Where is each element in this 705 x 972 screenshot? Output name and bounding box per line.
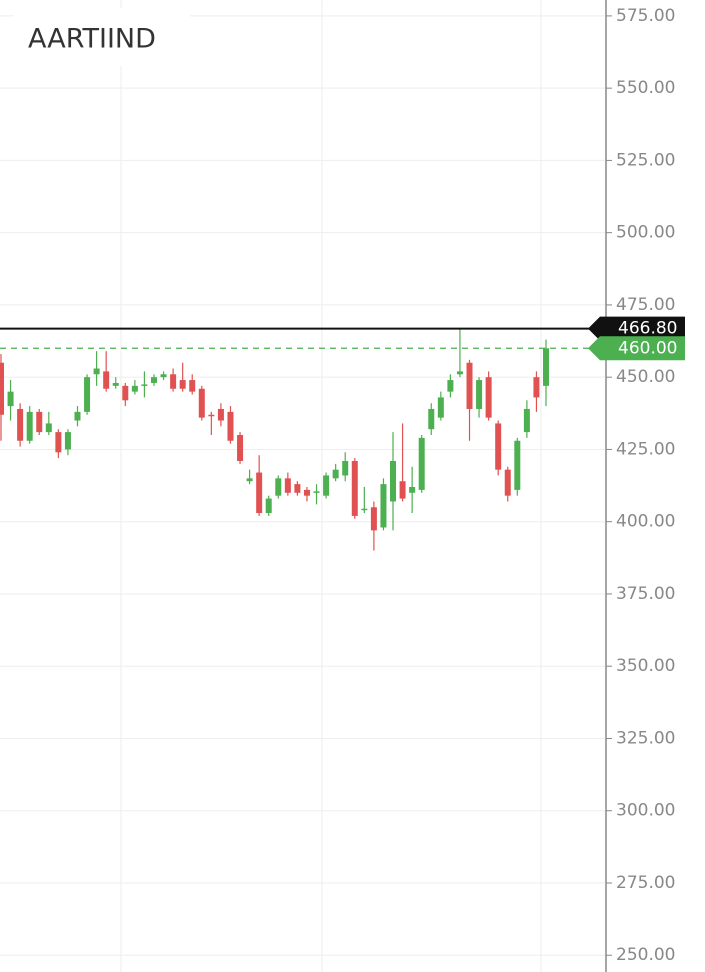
candle-body bbox=[476, 380, 483, 409]
candle-body bbox=[294, 484, 301, 493]
candle-body bbox=[361, 508, 368, 511]
candle-body bbox=[275, 478, 282, 496]
price-tag-label: 460.00 bbox=[618, 338, 677, 358]
candle-body bbox=[84, 377, 91, 412]
y-tick-label: 275.00 bbox=[616, 873, 675, 893]
candle-body bbox=[112, 382, 119, 386]
candle-body bbox=[504, 469, 511, 496]
candle-body bbox=[543, 348, 549, 386]
candle-body bbox=[447, 380, 454, 392]
price-tag bbox=[588, 336, 685, 361]
candle-body bbox=[265, 498, 272, 514]
candle-body bbox=[45, 423, 52, 433]
y-tick-label: 450.00 bbox=[616, 367, 675, 387]
candle-body bbox=[227, 411, 234, 441]
candle-body bbox=[208, 414, 215, 417]
candle-body bbox=[122, 385, 129, 401]
candle-body bbox=[150, 377, 157, 383]
candle-body bbox=[141, 384, 148, 386]
y-tick-label: 325.00 bbox=[616, 728, 675, 748]
candle-body bbox=[170, 374, 177, 389]
candle-body bbox=[523, 408, 530, 433]
candle-body bbox=[198, 388, 205, 418]
candle-body bbox=[217, 408, 224, 421]
candle-body bbox=[179, 380, 186, 389]
candle-body bbox=[131, 385, 138, 392]
candle-body bbox=[495, 423, 502, 470]
candle-body bbox=[313, 491, 320, 493]
candle-body bbox=[533, 377, 540, 398]
candle-body bbox=[437, 397, 444, 418]
y-tick-label: 575.00 bbox=[616, 6, 675, 26]
candle-body bbox=[390, 460, 397, 502]
candle-body bbox=[284, 478, 291, 493]
y-tick-label: 300.00 bbox=[616, 801, 675, 821]
candle-body bbox=[514, 440, 521, 490]
candle-body bbox=[485, 377, 492, 418]
candle-body bbox=[103, 371, 110, 389]
candle-body bbox=[303, 489, 310, 496]
y-tick-label: 475.00 bbox=[616, 295, 675, 315]
candle-body bbox=[332, 469, 339, 479]
y-tick-label: 375.00 bbox=[616, 584, 675, 604]
candle-body bbox=[380, 484, 387, 528]
candle-body bbox=[17, 408, 24, 441]
candle-body bbox=[456, 371, 463, 375]
candle-body bbox=[256, 472, 263, 514]
y-tick-label: 525.00 bbox=[616, 150, 675, 170]
candle-body bbox=[64, 432, 71, 450]
candle-body bbox=[409, 487, 416, 493]
grid bbox=[0, 0, 605, 972]
price-tag-label: 466.80 bbox=[618, 319, 677, 339]
y-tick-label: 350.00 bbox=[616, 656, 675, 676]
y-axis: 250.00 275.00 300.00 325.00 350.00 375.00 400.… bbox=[606, 6, 675, 965]
candle-body bbox=[466, 362, 473, 409]
candle-body bbox=[189, 380, 196, 392]
candle-body bbox=[323, 475, 330, 496]
candle-body bbox=[74, 411, 81, 421]
price-tag bbox=[588, 316, 685, 341]
chart-title: AARTIIND bbox=[28, 24, 156, 55]
candle-body bbox=[7, 391, 14, 407]
candle-body bbox=[418, 437, 425, 490]
candle-body bbox=[246, 478, 253, 482]
candle-body bbox=[428, 408, 435, 430]
y-tick-label: 500.00 bbox=[616, 223, 675, 243]
candle-body bbox=[36, 411, 43, 433]
candle-body bbox=[370, 507, 377, 531]
y-tick-label: 400.00 bbox=[616, 512, 675, 532]
candle-body bbox=[399, 481, 406, 499]
candle-body bbox=[237, 434, 244, 461]
y-tick-label: 250.00 bbox=[616, 945, 675, 965]
price-lines bbox=[0, 327, 605, 349]
y-tick-label: 425.00 bbox=[616, 439, 675, 459]
candle-body bbox=[55, 432, 62, 453]
candle-body bbox=[342, 460, 349, 476]
title-box bbox=[14, 8, 190, 66]
y-tick-label: 550.00 bbox=[616, 78, 675, 98]
candles bbox=[0, 328, 549, 551]
candle-body bbox=[160, 374, 167, 378]
candle-body bbox=[351, 460, 358, 516]
candle-body bbox=[26, 411, 33, 441]
candle-body bbox=[93, 368, 100, 375]
candle-body bbox=[0, 362, 4, 415]
